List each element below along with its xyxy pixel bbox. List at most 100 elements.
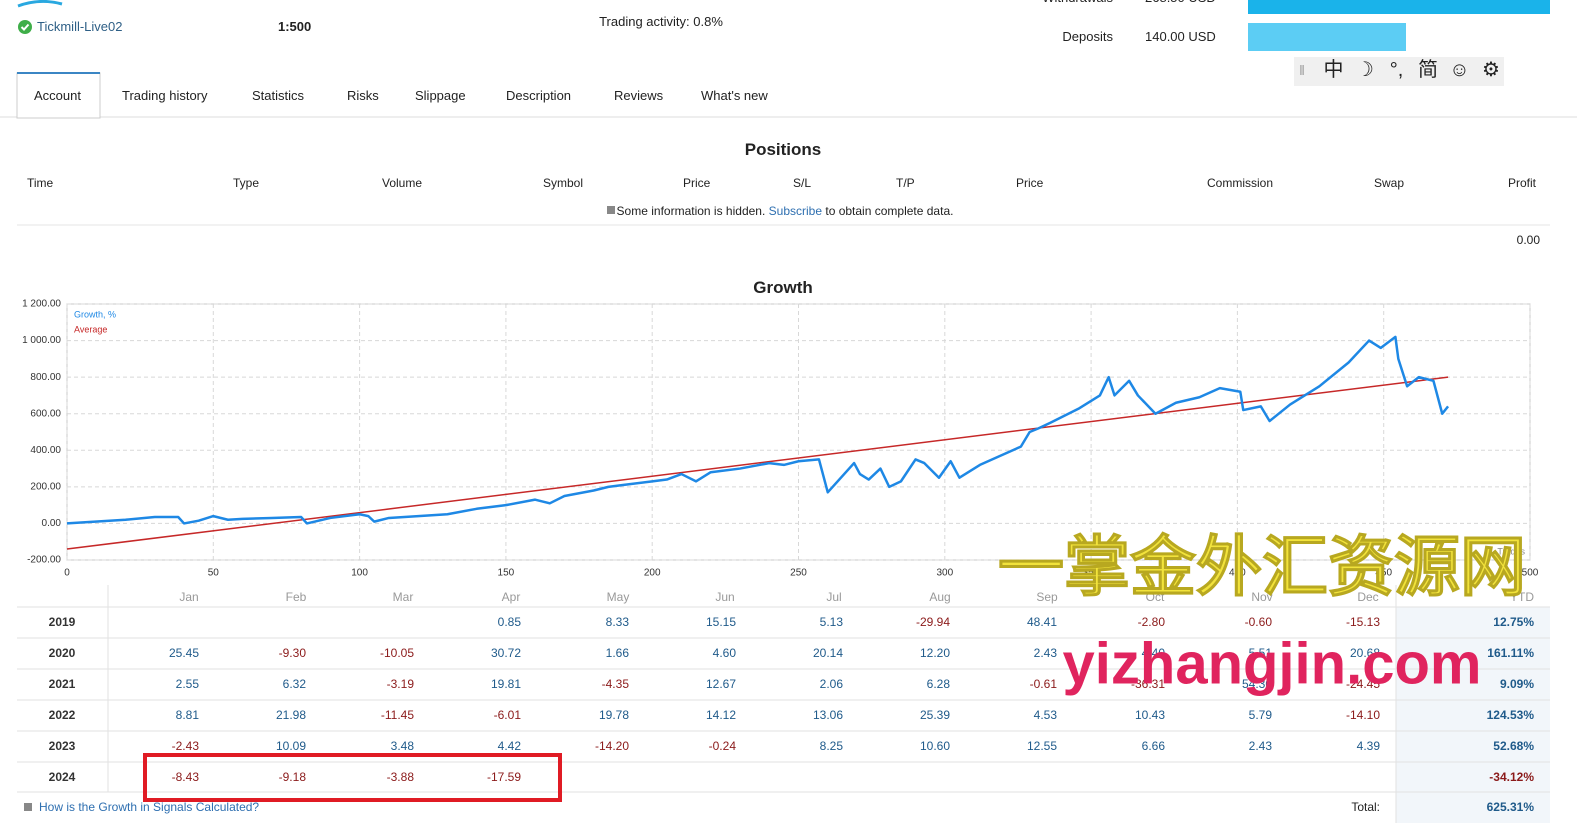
month-value: 6.28 [926,677,950,691]
month-value: -36.31 [1130,677,1165,691]
toolbar-icon[interactable]: 中 [1323,59,1344,81]
month-value: -8.43 [171,770,199,784]
y-tick-label: 0.00 [42,518,62,529]
column-header: S/L [793,176,812,190]
x-tick-label: 400 [1229,568,1246,579]
subscribe-link[interactable]: Subscribe [768,204,823,218]
month-value: -9.30 [278,646,306,660]
column-header: Type [233,176,260,190]
month-value: 2.06 [819,677,843,691]
toolbar-icon[interactable]: ⚙ [1482,59,1500,81]
notice-text: Some information is hidden. [616,204,766,218]
month-value: -14.10 [1345,708,1380,722]
x-tick-label: 50 [208,568,220,579]
month-value: 12.67 [705,677,736,691]
month-value: 12.55 [1026,739,1057,753]
ytd-value: -34.12% [1489,770,1534,784]
year-label: 2024 [48,770,76,784]
month-value: -9.18 [278,770,306,784]
active-tab [16,72,101,119]
month-value: 6.66 [1141,739,1165,753]
legend-entry: Average [74,324,107,334]
month-value: 10.60 [919,739,950,753]
month-value: 25.39 [919,708,950,722]
month-value: -10.05 [379,646,414,660]
column-header: Symbol [543,176,584,190]
year-label: 2019 [48,615,76,629]
deposits-value: 140.00 USD [1145,29,1216,44]
y-tick-label: 800.00 [30,372,61,383]
month-value: 8.81 [175,708,199,722]
month-value: -24.45 [1345,677,1380,691]
month-header: Dec [1357,590,1379,604]
x-tick-label: 500 [1522,568,1539,579]
toolbar-icon[interactable]: ‖ [1299,62,1305,78]
column-header: Price [1016,176,1044,190]
tab[interactable]: Description [506,88,572,103]
column-header: Profit [1508,176,1537,190]
info-icon [24,803,32,811]
month-header: Jul [826,590,842,604]
month-header: Aug [929,590,951,604]
month-value: 19.81 [490,677,521,691]
withdrawals-bar [1248,0,1550,14]
tab[interactable]: Reviews [614,88,664,103]
tab[interactable]: Account [34,88,81,103]
month-value: -14.20 [594,739,629,753]
chart-title: Growth [753,278,813,297]
toolbar-icon[interactable]: °, [1389,59,1404,81]
month-value: 4.42 [497,739,521,753]
growth-info-link[interactable]: How is the Growth in Signals Calculated? [39,800,260,814]
deposits-bar [1248,23,1406,51]
x-tick-label: 350 [1083,568,1100,579]
ytd-value: 161.11% [1487,646,1534,660]
month-value: 20.68 [1349,646,1380,660]
month-header: Nov [1251,590,1273,604]
y-tick-label: 1 000.00 [22,335,61,346]
y-tick-label: -200.00 [27,555,61,566]
toolbar-icon[interactable]: ☽ [1356,59,1374,81]
month-value: -0.61 [1029,677,1057,691]
month-header: Feb [285,590,307,604]
month-value: 10.09 [275,739,306,753]
x-tick-label: 200 [644,568,661,579]
tab[interactable]: Slippage [415,88,466,103]
year-label: 2022 [48,708,76,722]
tab[interactable]: Statistics [252,88,305,103]
check [20,23,30,31]
month-value: -17.59 [486,770,521,784]
ytd-background [1396,607,1550,823]
month-header: Oct [1145,590,1165,604]
month-header: Mar [392,590,414,604]
month-value: 20.14 [812,646,843,660]
x-tick-label: 0 [64,568,70,579]
notice: Some information is hidden. Subscribe to… [617,203,954,219]
withdrawals-label: Withdrawals [1042,0,1113,6]
y-tick-label: 1 200.00 [22,299,61,310]
month-value: 19.78 [598,708,629,722]
month-value: 4.40 [1141,646,1165,660]
tab[interactable]: What's new [701,88,768,103]
x-tick-label: 100 [351,568,368,579]
toolbar-icon[interactable]: 简 [1418,59,1438,81]
month-value: 8.33 [605,615,629,629]
month-value: -6.01 [493,708,521,722]
ytd-value: 52.68% [1493,739,1534,753]
month-value: -0.60 [1244,615,1272,629]
section-title: Positions [744,140,822,159]
logo-swoosh [17,0,63,8]
month-value: 13.06 [812,708,843,722]
month-header: May [606,590,630,604]
column-header: T/P [896,176,915,190]
month-value: 5.13 [819,615,843,629]
month-header: YTD [1510,590,1534,604]
month-header: Jan [179,590,199,604]
tab[interactable]: Trading history [122,88,208,103]
tab[interactable]: Risks [347,88,379,103]
deposits-label: Deposits [1062,29,1113,44]
total-value: 625.31% [1486,800,1534,814]
total-label: Total: [1351,800,1380,814]
toolbar-icon[interactable]: ☺ [1449,59,1470,81]
month-value: 15.15 [705,615,736,629]
month-value: -15.13 [1345,615,1380,629]
